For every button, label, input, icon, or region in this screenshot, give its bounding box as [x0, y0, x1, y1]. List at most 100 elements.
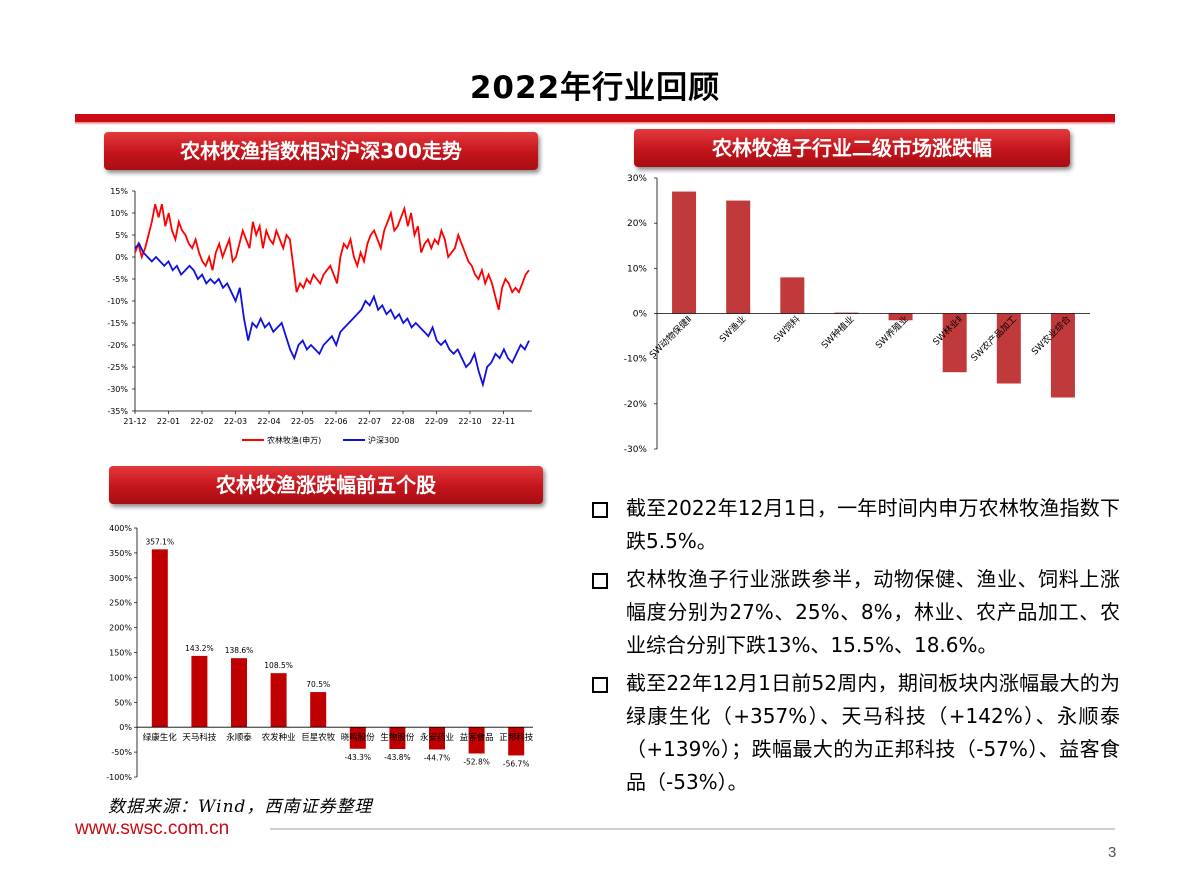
data-label: -43.8%: [384, 753, 411, 762]
page-title: 2022年行业回顾: [469, 70, 721, 106]
bar: [996, 313, 1021, 384]
y-tick-label: -35%: [107, 407, 128, 416]
x-tick-label: 22-07: [358, 417, 381, 426]
category-label: 晓鸣股份: [341, 732, 376, 743]
checkbox-square-icon: [592, 502, 608, 518]
bar: [191, 655, 208, 728]
y-tick-label: 0%: [633, 310, 648, 320]
data-label: -43.3%: [345, 753, 372, 762]
data-label: 70.5%: [306, 680, 330, 689]
y-tick-label: 20%: [627, 219, 647, 229]
data-label: 108.5%: [264, 661, 293, 670]
x-tick-label: 22-09: [425, 417, 448, 426]
series-line-1: [134, 242, 530, 388]
y-tick-label: -25%: [107, 363, 128, 372]
y-tick-label: 300%: [109, 574, 132, 583]
bar: [726, 200, 751, 314]
category-label: 永安药业: [420, 732, 454, 743]
x-tick-label: 22-01: [157, 417, 180, 426]
y-tick-label: -100%: [106, 773, 132, 782]
y-tick-label: -20%: [107, 341, 128, 350]
stock-chart-banner: 农林牧渔涨跌幅前五个股: [109, 466, 543, 504]
bullet-list: 截至2022年12月1日，一年时间内申万农林牧渔指数下跌5.5%。 农林牧渔子行…: [590, 492, 1120, 804]
y-tick-label: 200%: [109, 624, 132, 633]
category-label: 生物股份: [380, 732, 415, 743]
data-source-note: 数据来源：Wind，西南证券整理: [108, 797, 373, 817]
x-tick-label: 22-06: [324, 417, 347, 426]
title-divider: [75, 114, 1115, 122]
line-chart-banner: 农林牧渔指数相对沪深300走势: [104, 132, 538, 170]
bullet-item: 截至2022年12月1日，一年时间内申万农林牧渔指数下跌5.5%。: [590, 492, 1120, 558]
checkbox-square-icon: [592, 677, 608, 693]
y-tick-label: 0%: [119, 723, 132, 732]
data-label: -56.7%: [503, 759, 530, 768]
category-label: 益客食品: [460, 732, 494, 743]
bar: [429, 727, 445, 750]
y-tick-label: -10%: [107, 297, 128, 306]
y-tick-label: 0%: [115, 253, 128, 262]
category-label: SW渔业: [717, 314, 748, 345]
category-label: SW种植业: [819, 313, 857, 351]
y-tick-label: -5%: [112, 275, 128, 284]
data-label: 143.2%: [185, 644, 214, 653]
y-tick-label: 250%: [109, 599, 132, 608]
series-line-0: [134, 203, 530, 311]
bullet-item: 截至22年12月1日前52周内，期间板块内涨幅最大的为绿康生化（+357%）、天…: [590, 667, 1120, 799]
bar: [834, 312, 859, 314]
x-tick-label: 21-12: [123, 417, 146, 426]
x-tick-label: 22-10: [458, 417, 481, 426]
title-divider-shade: [75, 122, 1115, 125]
category-label: 绿康生化: [143, 732, 178, 743]
y-tick-label: 10%: [627, 264, 647, 274]
y-tick-label: -50%: [111, 748, 132, 757]
subsector-change-chart: 30% 20% 10% 0% -10% -20% -30% SW动物保健Ⅱ SW渔业 SW饲料 SW…: [624, 174, 1090, 455]
bar: [888, 313, 913, 321]
x-tick-label: 22-04: [257, 417, 280, 426]
x-tick-label: 22-02: [190, 417, 213, 426]
y-tick-label: 100%: [109, 673, 132, 682]
y-tick-label: 10%: [110, 209, 128, 218]
bar: [1050, 313, 1075, 398]
y-tick-label: -30%: [624, 445, 648, 455]
footer-divider: [270, 828, 1115, 830]
top-stocks-chart: 400% 350% 300% 250% 200% 150% 100% 50% 0% -50% -10…: [106, 524, 534, 782]
y-tick-label: -30%: [107, 385, 128, 394]
x-tick-label: 22-11: [492, 417, 515, 426]
legend-label: 沪深300: [368, 435, 399, 445]
data-label: -52.8%: [463, 757, 490, 766]
bar: [151, 549, 168, 728]
y-tick-label: 350%: [109, 549, 132, 558]
subsector-chart-banner: 农林牧渔子行业二级市场涨跌幅: [634, 129, 1070, 167]
data-label: 138.6%: [225, 646, 254, 655]
data-label: -44.7%: [424, 753, 451, 762]
category-label: 农发种业: [262, 732, 296, 743]
bullet-text: 截至2022年12月1日，一年时间内申万农林牧渔指数下跌5.5%。: [626, 496, 1120, 553]
x-tick-label: 22-03: [224, 417, 247, 426]
y-tick-label: 5%: [115, 231, 128, 240]
relative-trend-chart: 15% 10% 5% 0% -5% -10% -15% -20% -25% -30% -35%21-…: [107, 187, 532, 445]
category-label: SW动物保健Ⅱ: [647, 313, 694, 360]
category-label: 天马科技: [182, 732, 217, 743]
bar: [310, 692, 327, 728]
bar: [942, 313, 967, 373]
y-tick-label: 400%: [109, 524, 132, 533]
category-label: 永顺泰: [226, 732, 252, 743]
category-label: 正邦科技: [499, 732, 534, 743]
checkbox-square-icon: [592, 573, 608, 589]
y-tick-label: 15%: [110, 187, 128, 196]
bullet-text: 农林牧渔子行业涨跌参半，动物保健、渔业、饲料上涨幅度分别为27%、25%、8%，…: [626, 567, 1120, 657]
bar: [389, 727, 406, 750]
bullet-text: 截至22年12月1日前52周内，期间板块内涨幅最大的为绿康生化（+357%）、天…: [626, 671, 1120, 794]
y-tick-label: 150%: [109, 649, 132, 658]
bar: [349, 727, 366, 749]
bullet-item: 农林牧渔子行业涨跌参半，动物保健、渔业、饲料上涨幅度分别为27%、25%、8%，…: [590, 563, 1120, 662]
y-tick-label: -20%: [624, 400, 648, 410]
website-url[interactable]: www.swsc.com.cn: [75, 818, 230, 839]
x-tick-label: 22-08: [391, 417, 414, 426]
bar: [270, 673, 287, 728]
y-tick-label: -10%: [624, 355, 648, 365]
y-tick-label: 30%: [627, 174, 647, 184]
y-tick-label: 50%: [114, 698, 132, 707]
page-number: 3: [1108, 844, 1117, 861]
legend-label: 农林牧渔(申万): [267, 435, 321, 445]
